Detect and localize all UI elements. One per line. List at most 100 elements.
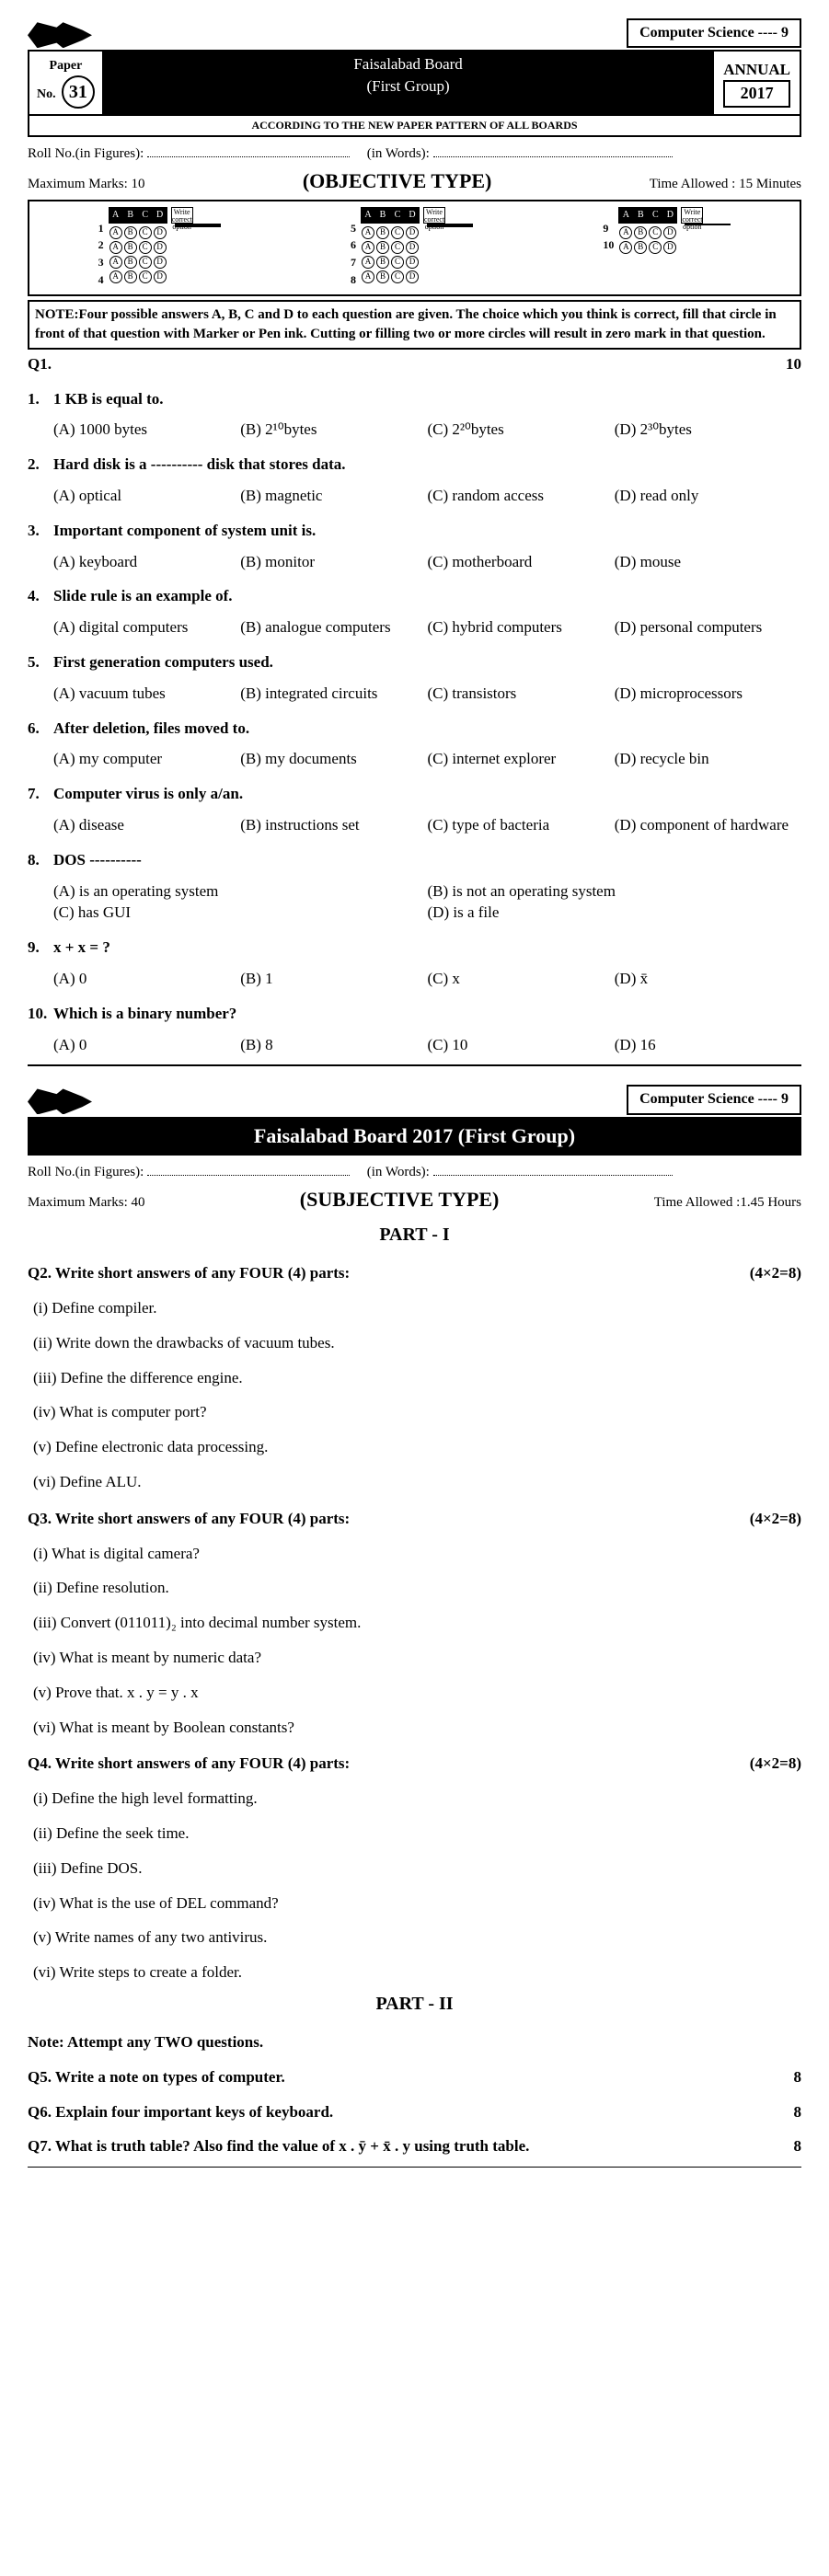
long-q-text: Q5. Write a note on types of computer. bbox=[28, 2066, 285, 2088]
paper-header: Paper No. 31 Faisalabad Board (First Gro… bbox=[28, 50, 801, 116]
subj-max-marks: Maximum Marks: 40 bbox=[28, 1193, 145, 1213]
long-question: Q5. Write a note on types of computer. 8 bbox=[28, 2066, 801, 2088]
objective-meta: Maximum Marks: 10 (OBJECTIVE TYPE) Time … bbox=[28, 167, 801, 196]
mcq-option: (A) my computer bbox=[53, 748, 240, 770]
sq-text: Q2. Write short answers of any FOUR (4) … bbox=[28, 1262, 350, 1284]
mcq-option: (A) 0 bbox=[53, 1034, 240, 1056]
mcq-text: First generation computers used. bbox=[53, 653, 273, 671]
short-question-part: (ii) Define the seek time. bbox=[28, 1823, 801, 1845]
roll-words-label-2: (in Words): bbox=[367, 1165, 430, 1179]
short-question-part: (iv) What is meant by numeric data? bbox=[28, 1647, 801, 1669]
subj-time-allowed: Time Allowed :1.45 Hours bbox=[654, 1193, 801, 1213]
short-question-part: (i) What is digital camera? bbox=[28, 1543, 801, 1565]
mcq-option: (C) 2²⁰bytes bbox=[428, 419, 615, 441]
mcq-options: (A) 1000 bytes(B) 2¹⁰bytes(C) 2²⁰bytes(D… bbox=[28, 419, 801, 441]
ornament-left bbox=[28, 22, 92, 48]
mcq-number: 5. bbox=[28, 651, 53, 673]
short-question-part: (v) Prove that. x . y = y . x bbox=[28, 1682, 801, 1704]
bubble-block-2: 5678 AAAAA BBBBB CCCCC DDDDD Write corre… bbox=[351, 207, 473, 289]
mcq-question: 2.Hard disk is a ---------- disk that st… bbox=[28, 454, 801, 476]
mcq-option: (D) microprocessors bbox=[615, 683, 801, 705]
mcq-question: 4.Slide rule is an example of. bbox=[28, 585, 801, 607]
long-q-marks: 8 bbox=[794, 2066, 802, 2088]
sq-marks: (4×2=8) bbox=[750, 1262, 801, 1284]
mcq-option: (B) 8 bbox=[240, 1034, 427, 1056]
subjective-meta: Maximum Marks: 40 (SUBJECTIVE TYPE) Time… bbox=[28, 1186, 801, 1214]
annual-box: ANNUAL 2017 bbox=[712, 52, 800, 114]
mcq-option: (D) component of hardware bbox=[615, 814, 801, 836]
short-question-part: (iv) What is computer port? bbox=[28, 1401, 801, 1423]
mcq-number: 8. bbox=[28, 849, 53, 871]
roll-figures-label-2: Roll No.(in Figures): bbox=[28, 1165, 144, 1179]
mcq-option: (B) 2¹⁰bytes bbox=[240, 419, 427, 441]
mcq-question: 1.1 KB is equal to. bbox=[28, 388, 801, 410]
mcq-option: (A) vacuum tubes bbox=[53, 683, 240, 705]
q1-marks: 10 bbox=[786, 353, 801, 375]
mcq-option: (D) x̄ bbox=[615, 968, 801, 990]
annual-label: ANNUAL bbox=[723, 59, 790, 81]
long-question: Q6. Explain four important keys of keybo… bbox=[28, 2101, 801, 2123]
short-question-part: (ii) Write down the drawbacks of vacuum … bbox=[28, 1332, 801, 1354]
long-q-marks: 8 bbox=[794, 2101, 802, 2123]
short-question-parts: (i) What is digital camera?(ii) Define r… bbox=[28, 1543, 801, 1739]
mcq-option: (D) recycle bin bbox=[615, 748, 801, 770]
mcq-option: (B) magnetic bbox=[240, 485, 427, 507]
short-question-part: (iii) Convert (011011)₂ into decimal num… bbox=[28, 1612, 801, 1634]
mcq-text: DOS ---------- bbox=[53, 851, 142, 868]
mcq-option: (A) keyboard bbox=[53, 551, 240, 573]
short-question-part: (i) Define the high level formatting. bbox=[28, 1788, 801, 1810]
short-question-part: (vi) What is meant by Boolean constants? bbox=[28, 1717, 801, 1739]
mcq-question: 10.Which is a binary number? bbox=[28, 1003, 801, 1025]
mcq-text: Computer virus is only a/an. bbox=[53, 785, 243, 802]
mcq-option: (C) type of bacteria bbox=[428, 814, 615, 836]
board-name: Faisalabad Board bbox=[108, 53, 708, 75]
mcq-text: Which is a binary number? bbox=[53, 1005, 236, 1022]
mcq-question: 8.DOS ---------- bbox=[28, 849, 801, 871]
mcq-options: (A) keyboard(B) monitor(C) motherboard(D… bbox=[28, 551, 801, 573]
objective-title: (OBJECTIVE TYPE) bbox=[303, 167, 492, 196]
mcq-number: 7. bbox=[28, 783, 53, 805]
mcq-number: 9. bbox=[28, 937, 53, 959]
mcq-option: (A) 1000 bytes bbox=[53, 419, 240, 441]
mcq-option: (C) random access bbox=[428, 485, 615, 507]
short-question-part: (iv) What is the use of DEL command? bbox=[28, 1892, 801, 1915]
subjective-title: (SUBJECTIVE TYPE) bbox=[300, 1186, 500, 1214]
short-question-header: Q3. Write short answers of any FOUR (4) … bbox=[28, 1508, 801, 1530]
mcq-option: (C) 10 bbox=[428, 1034, 615, 1056]
bubble-block-1: 1234 AAAAA BBBBB CCCCC DDDDD Write corre… bbox=[98, 207, 221, 289]
mcq-number: 1. bbox=[28, 388, 53, 410]
mcq-option: (B) integrated circuits bbox=[240, 683, 427, 705]
mcq-option: (D) read only bbox=[615, 485, 801, 507]
subject-tag: Computer Science ---- 9 bbox=[627, 18, 801, 48]
mcq-option: (B) 1 bbox=[240, 968, 427, 990]
mcq-number: 3. bbox=[28, 520, 53, 542]
part-2-title: PART - II bbox=[28, 1991, 801, 2017]
mcq-options: (A) my computer(B) my documents(C) inter… bbox=[28, 748, 801, 770]
mcq-question: 5.First generation computers used. bbox=[28, 651, 801, 673]
mcq-option: (B) monitor bbox=[240, 551, 427, 573]
short-question-header: Q4. Write short answers of any FOUR (4) … bbox=[28, 1753, 801, 1775]
mcq-number: 2. bbox=[28, 454, 53, 476]
short-question-parts: (i) Define compiler.(ii) Write down the … bbox=[28, 1297, 801, 1493]
mcq-option: (C) transistors bbox=[428, 683, 615, 705]
mcq-option: (B) is not an operating system bbox=[428, 880, 802, 903]
mcq-option: (A) optical bbox=[53, 485, 240, 507]
paper-number-box: Paper No. 31 bbox=[29, 52, 104, 114]
q1-header: Q1. 10 bbox=[28, 353, 801, 375]
mcq-options: (A) disease(B) instructions set(C) type … bbox=[28, 814, 801, 836]
mcq-option: (C) internet explorer bbox=[428, 748, 615, 770]
mcq-option: (A) 0 bbox=[53, 968, 240, 990]
mcq-text: 1 KB is equal to. bbox=[53, 390, 164, 408]
part-1-title: PART - I bbox=[28, 1222, 801, 1248]
mcq-option: (A) disease bbox=[53, 814, 240, 836]
ornament-left-2 bbox=[28, 1088, 92, 1114]
bubble-sheet: 1234 AAAAA BBBBB CCCCC DDDDD Write corre… bbox=[28, 200, 801, 296]
short-question-part: (iii) Define DOS. bbox=[28, 1857, 801, 1880]
mcq-option: (D) mouse bbox=[615, 551, 801, 573]
mcq-options: (A) 0(B) 8(C) 10(D) 16 bbox=[28, 1034, 801, 1056]
mcq-option: (C) x bbox=[428, 968, 615, 990]
mcq-options: (A) vacuum tubes(B) integrated circuits(… bbox=[28, 683, 801, 705]
time-allowed: Time Allowed : 15 Minutes bbox=[650, 175, 801, 194]
sq-text: Q4. Write short answers of any FOUR (4) … bbox=[28, 1753, 350, 1775]
roll-words-label: (in Words): bbox=[367, 146, 430, 161]
